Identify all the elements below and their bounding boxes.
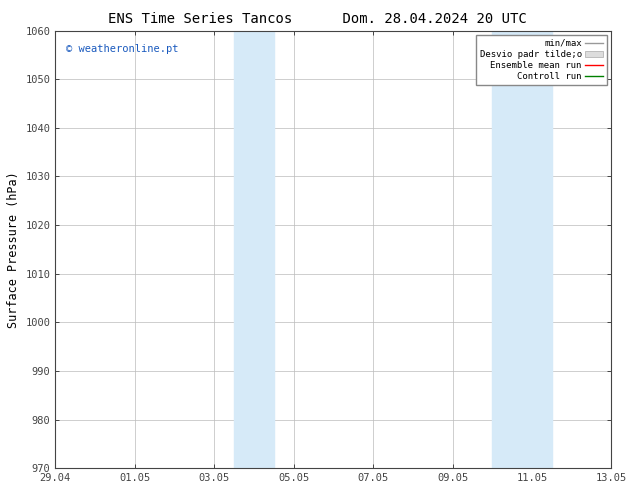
Text: ENS Time Series Tancos      Dom. 28.04.2024 20 UTC: ENS Time Series Tancos Dom. 28.04.2024 2… <box>108 12 526 26</box>
Legend: min/max, Desvio padr tilde;o, Ensemble mean run, Controll run: min/max, Desvio padr tilde;o, Ensemble m… <box>476 35 607 85</box>
Y-axis label: Surface Pressure (hPa): Surface Pressure (hPa) <box>7 171 20 328</box>
Bar <box>234 30 274 468</box>
Text: © weatheronline.pt: © weatheronline.pt <box>67 44 179 54</box>
Bar <box>492 30 552 468</box>
